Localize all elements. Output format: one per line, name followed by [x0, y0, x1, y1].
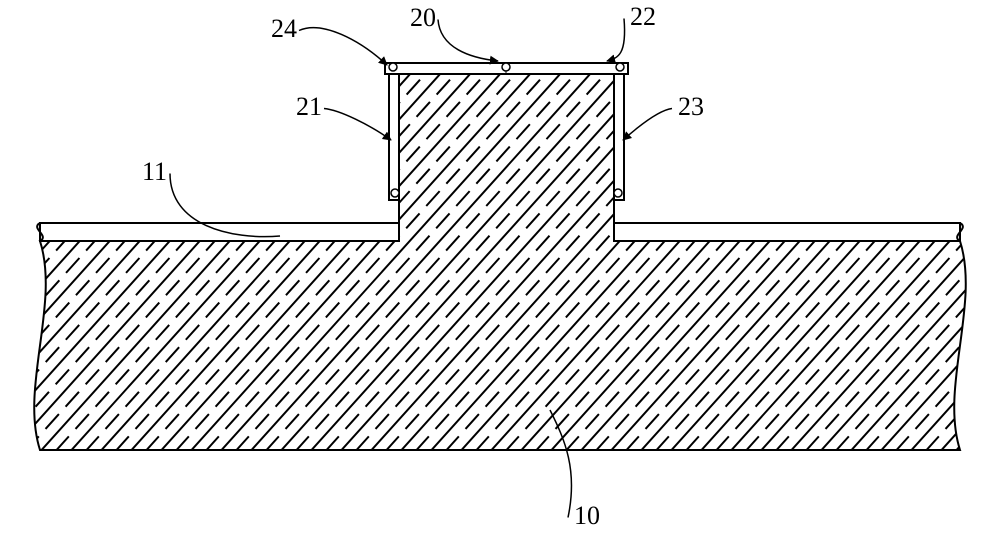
leader-22: [607, 19, 625, 62]
label-10: 10: [574, 501, 600, 530]
layer-11-left: [40, 223, 399, 241]
leader-21: [324, 109, 391, 141]
hatched-region: [0, 0, 1000, 535]
label-21: 21: [296, 92, 322, 121]
hinge-21b: [391, 189, 399, 197]
hinge-23b: [614, 189, 622, 197]
panel-23: [614, 74, 624, 200]
hinge-24: [389, 63, 397, 71]
label-20: 20: [410, 3, 436, 32]
hinge-22r: [616, 63, 624, 71]
engineering-diagram: 11 24 20 22 21 23 10: [0, 0, 1000, 535]
label-11: 11: [142, 157, 167, 186]
leader-23: [623, 109, 672, 141]
leader-20: [438, 20, 498, 62]
label-23: 23: [678, 92, 704, 121]
leader-11: [170, 174, 280, 237]
panel-21: [389, 74, 399, 200]
label-24: 24: [271, 14, 297, 43]
label-22: 22: [630, 2, 656, 31]
layer-11-right: [614, 223, 960, 241]
solid-outline: [34, 63, 966, 450]
leader-10: [550, 410, 572, 518]
leader-24: [299, 28, 387, 65]
hinge-20: [502, 63, 510, 71]
